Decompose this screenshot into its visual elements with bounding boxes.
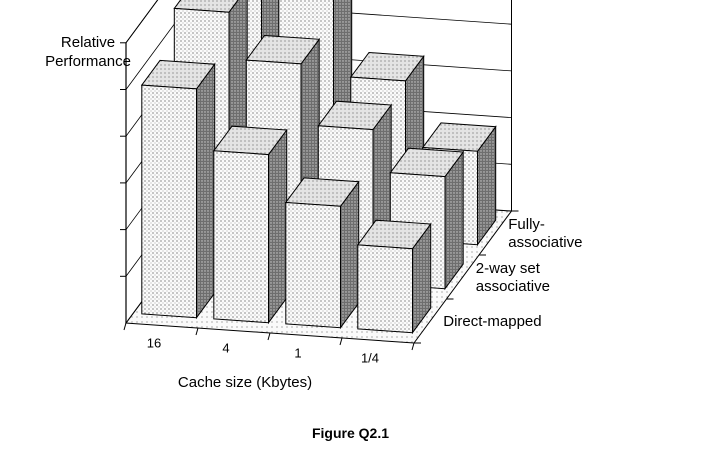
- x-tick-label: 16: [147, 336, 161, 351]
- bar-direct-mapped-3: [356, 219, 432, 335]
- depth-label-line: associative: [476, 278, 550, 295]
- z-axis-title-line: Performance: [45, 53, 131, 70]
- bar-front-face: [285, 201, 341, 329]
- depth-label-line: Fully-: [508, 216, 545, 233]
- x-tick-label: 1: [294, 346, 301, 361]
- x-axis-title: Cache size (Kbytes): [178, 374, 312, 391]
- depth-label-line: associative: [508, 234, 582, 251]
- bar-side-face: [268, 128, 288, 325]
- x-axis-tick: [267, 332, 271, 341]
- depth-label: 2-way set associative: [476, 260, 550, 295]
- gridline: [125, 0, 193, 90]
- depth-label: Fully-associative: [508, 216, 582, 251]
- bar-front-face: [357, 244, 413, 334]
- bar-direct-mapped-1: [212, 125, 288, 325]
- depth-label-line: 2-way set: [476, 260, 541, 277]
- bar-side-face: [196, 62, 216, 320]
- bar-front-face: [213, 150, 269, 324]
- x-axis-tick: [339, 337, 343, 346]
- bar-direct-mapped-0: [140, 59, 216, 320]
- x-axis-tick: [123, 322, 127, 331]
- z-axis-title-line: Relative: [61, 34, 115, 51]
- depth-label-line: Direct-mapped: [443, 313, 541, 330]
- chart-bars: [140, 0, 497, 335]
- x-axis-tick: [195, 327, 199, 336]
- bar-front-face: [141, 84, 197, 319]
- figure-caption: Figure Q2.1: [311, 425, 390, 441]
- z-axis-title: Relative Performance: [45, 34, 131, 70]
- depth-label: Direct-mapped: [443, 313, 541, 330]
- bar-side-face: [340, 180, 360, 330]
- x-axis-tick: [411, 342, 415, 351]
- x-tick-label: 4: [222, 341, 229, 356]
- x-tick-label: 1/4: [361, 351, 379, 366]
- bar-direct-mapped-2: [284, 177, 360, 330]
